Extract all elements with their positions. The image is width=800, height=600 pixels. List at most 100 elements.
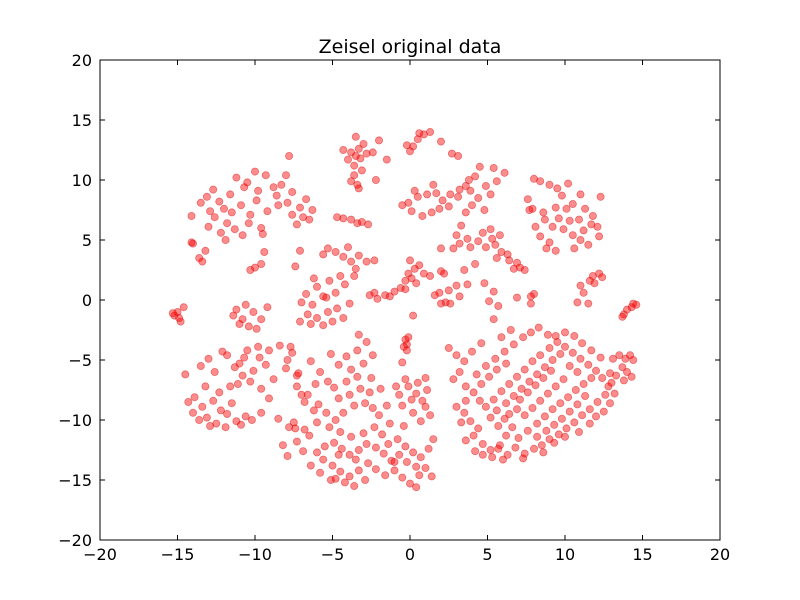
data-point	[581, 391, 590, 400]
data-point	[543, 389, 552, 398]
data-point	[424, 444, 433, 453]
data-point	[578, 339, 587, 348]
data-point	[565, 361, 574, 370]
data-point	[333, 304, 342, 313]
data-point	[455, 239, 464, 248]
data-point	[292, 437, 301, 446]
data-point	[492, 365, 501, 374]
data-point	[441, 298, 450, 307]
data-point	[562, 424, 571, 433]
data-point	[312, 282, 321, 291]
data-point	[392, 382, 401, 391]
data-point	[325, 276, 334, 285]
data-point	[505, 379, 514, 388]
data-point	[629, 355, 638, 364]
data-point	[407, 207, 416, 216]
x-tick-label: 15	[632, 545, 652, 564]
data-point	[548, 405, 557, 414]
data-point	[288, 187, 297, 196]
data-point	[446, 190, 455, 199]
x-tick-label: 0	[405, 545, 415, 564]
data-point	[252, 196, 261, 205]
x-tick-label: −5	[321, 545, 345, 564]
data-point	[502, 399, 511, 408]
data-point	[457, 221, 466, 230]
data-point	[206, 421, 215, 430]
data-point	[421, 373, 430, 382]
data-point	[557, 191, 566, 200]
data-point	[196, 361, 205, 370]
data-point	[319, 292, 328, 301]
data-point	[502, 359, 511, 368]
data-point	[281, 364, 290, 373]
data-point	[584, 360, 593, 369]
data-point	[438, 196, 447, 205]
data-point	[210, 213, 219, 222]
data-point	[623, 305, 632, 314]
data-point	[423, 385, 432, 394]
data-point	[374, 136, 383, 145]
data-point	[187, 211, 196, 220]
data-point	[359, 139, 368, 148]
data-point	[415, 471, 424, 480]
data-point	[201, 382, 210, 391]
data-point	[354, 330, 363, 339]
data-point	[322, 408, 331, 417]
data-point	[550, 438, 559, 447]
data-point	[305, 215, 314, 224]
data-point	[536, 177, 545, 186]
data-point	[209, 185, 218, 194]
data-point	[325, 423, 334, 432]
data-point	[604, 382, 613, 391]
data-point	[361, 399, 370, 408]
data-point	[351, 132, 360, 141]
data-point	[198, 257, 207, 266]
y-tick-label: 15	[72, 111, 92, 130]
data-point	[364, 220, 373, 229]
data-point	[404, 198, 413, 207]
data-point	[232, 417, 241, 426]
data-point	[436, 137, 445, 146]
data-point	[581, 204, 590, 213]
data-point	[336, 271, 345, 280]
data-point	[404, 269, 413, 278]
data-point	[491, 354, 500, 363]
data-point	[257, 223, 266, 232]
data-point	[292, 382, 301, 391]
data-point	[396, 283, 405, 292]
data-point	[351, 264, 360, 273]
data-point	[513, 405, 522, 414]
data-point	[334, 360, 343, 369]
data-point	[492, 253, 501, 262]
data-point	[353, 219, 362, 228]
data-point	[519, 333, 528, 342]
data-point	[340, 280, 349, 289]
data-point	[244, 322, 253, 331]
data-point	[514, 433, 523, 442]
data-point	[568, 231, 577, 240]
data-point	[405, 147, 414, 156]
y-tick-label: −15	[58, 471, 92, 490]
data-point	[283, 451, 292, 460]
data-point	[530, 444, 539, 453]
data-point	[390, 466, 399, 475]
data-point	[540, 215, 549, 224]
data-point	[489, 395, 498, 404]
data-point	[221, 235, 230, 244]
data-point	[274, 201, 283, 210]
data-point	[495, 231, 504, 240]
data-point	[606, 399, 615, 408]
data-point	[421, 402, 430, 411]
data-point	[184, 397, 193, 406]
data-point	[350, 481, 359, 490]
data-point	[523, 388, 532, 397]
data-point	[269, 183, 278, 192]
data-point	[610, 389, 619, 398]
data-point	[444, 202, 453, 211]
data-point	[212, 419, 221, 428]
data-point	[621, 354, 630, 363]
data-point	[339, 252, 348, 261]
data-point	[395, 450, 404, 459]
data-point	[229, 311, 238, 320]
data-point	[426, 411, 435, 420]
